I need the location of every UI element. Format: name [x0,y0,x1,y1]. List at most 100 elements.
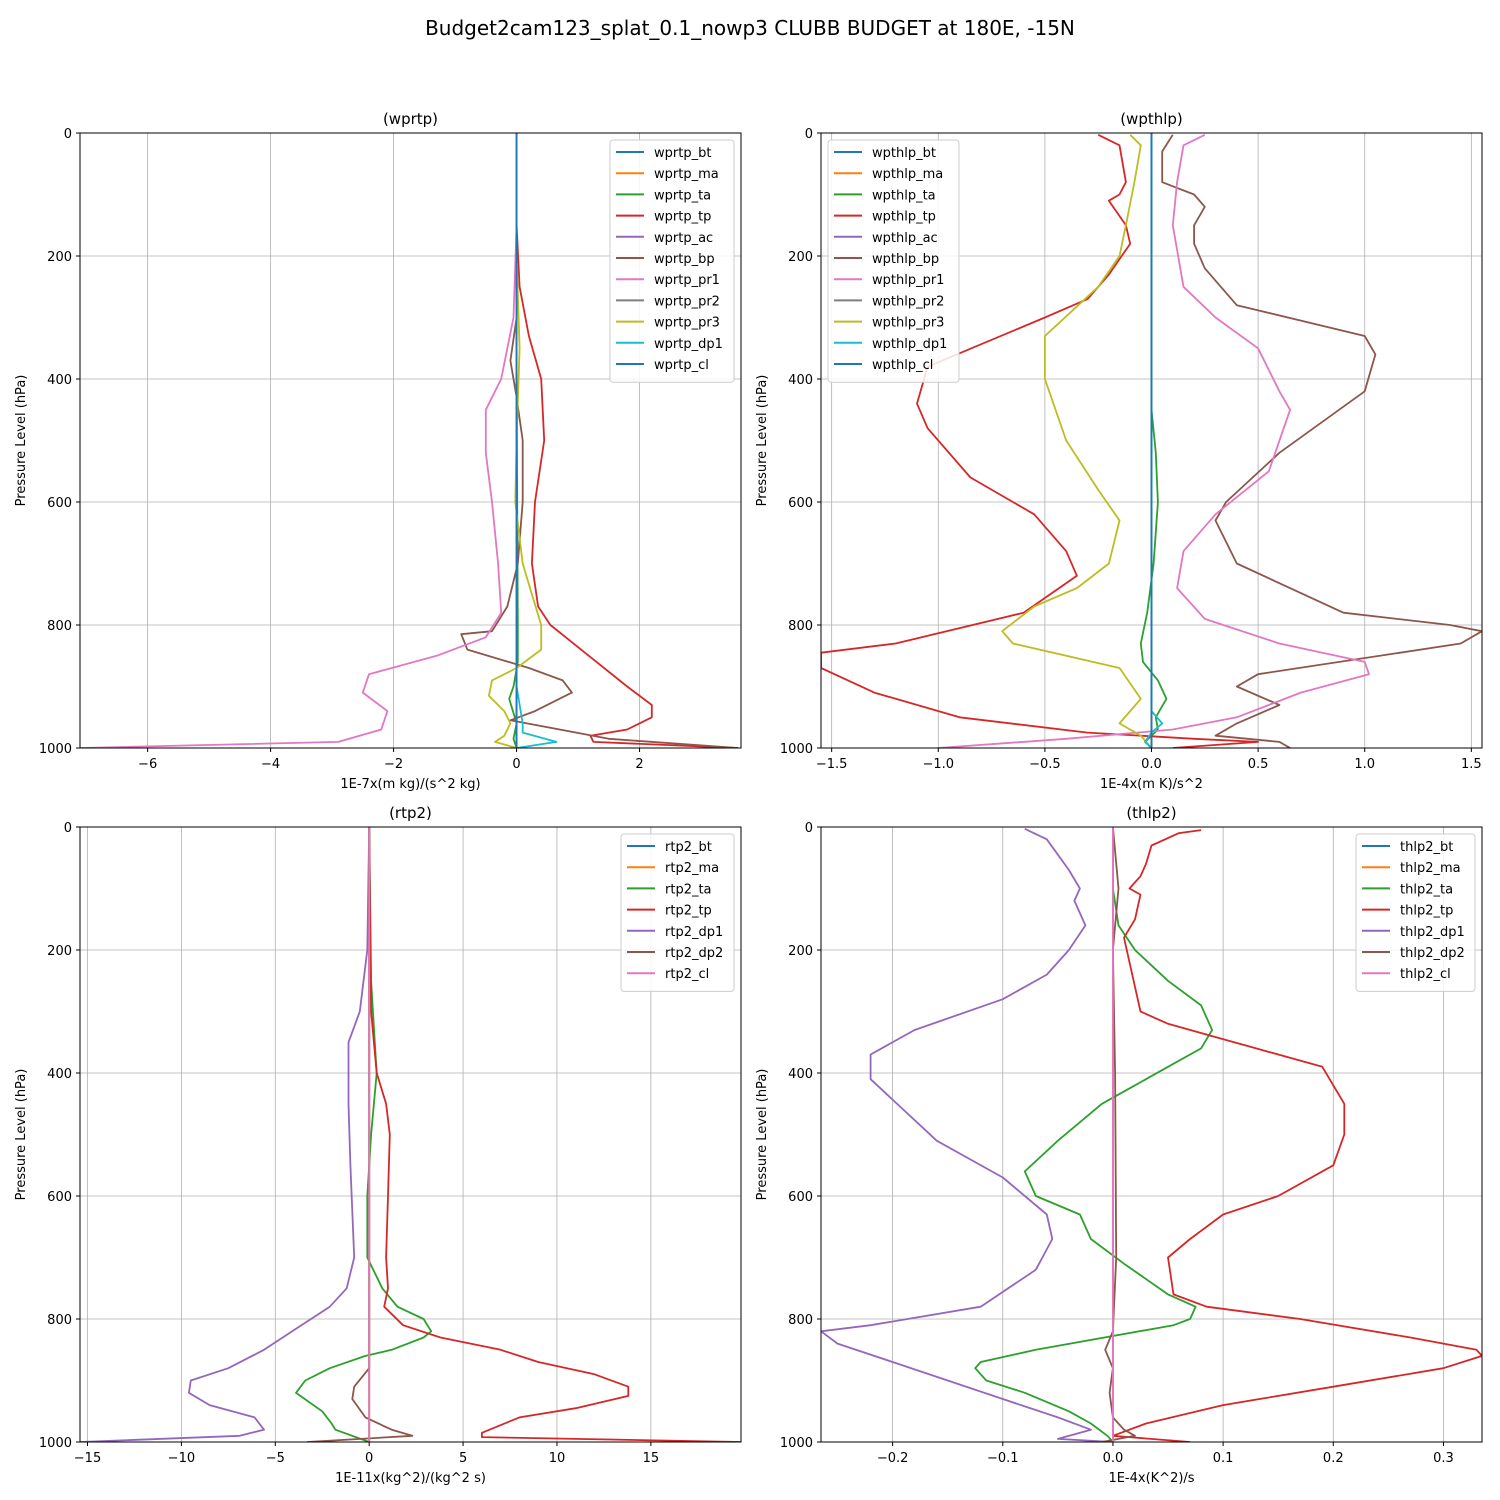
legend-label: thlp2_bt [1400,840,1453,855]
x-tick-label: −6 [138,757,157,772]
x-tick-label: 5 [459,1451,467,1466]
legend-label: rtp2_dp1 [665,925,723,940]
y-tick-label: 800 [788,1313,813,1328]
legend-label: rtp2_ma [665,861,719,876]
series-line-rtp2_tp [368,827,741,1442]
y-tick-label: 0 [64,821,72,836]
y-tick-label: 400 [788,1067,813,1082]
y-tick-label: 600 [47,1190,72,1205]
series-line-rtp2_dp2 [307,827,414,1442]
legend-label: wprtp_cl [654,358,709,373]
x-tick-label: 0 [512,757,520,772]
legend-label: wprtp_bt [654,146,711,161]
x-tick-label: −5 [266,1451,285,1466]
y-tick-label: 0 [805,821,813,836]
legend-label: rtp2_tp [665,904,712,919]
x-tick-label: −2 [384,757,403,772]
legend-label: wpthlp_ac [872,231,938,246]
series-line-wpthlp_ta [1139,133,1168,748]
y-tick-label: 200 [47,250,72,265]
series-line-wpthlp_pr1 [938,133,1370,748]
x-tick-label: 0.0 [1141,757,1162,772]
x-tick-label: 0.1 [1213,1451,1234,1466]
legend-label: thlp2_ma [1400,861,1461,876]
legend: rtp2_bt rtp2_ma rtp2_ta rtp2_tp rtp2_dp1 rtp2… [620,833,735,992]
legend-label: wpthlp_ma [872,167,943,182]
x-tick-label: −0.5 [1029,757,1061,772]
legend-label: rtp2_ta [665,882,712,897]
subplot-3: −15 −10 −5 0 5 10 15 0 200 400 600 800 1000 (rtp2) 1E-… [14,804,742,1486]
legend-label: wpthlp_bp [872,252,939,267]
legend-label: wpthlp_pr3 [872,316,944,331]
y-tick-label: 1000 [39,742,72,757]
series-line-wprtp_tp [515,225,738,748]
y-tick-label: 400 [47,1067,72,1082]
legend-label: wprtp_pr2 [654,294,720,309]
y-tick-label: 1000 [780,1436,813,1451]
x-tick-label: 1.5 [1461,757,1482,772]
y-tick-label: 400 [788,373,813,388]
legend-label: wpthlp_pr2 [872,294,944,309]
legend-label: wprtp_tp [654,210,711,225]
y-tick-label: 200 [47,944,72,959]
subplot-title: (rtp2) [389,804,432,822]
x-tick-label: −1.0 [922,757,954,772]
legend: wpthlp_bt wpthlp_ma wpthlp_ta wpthlp_tpwpth… [827,139,960,383]
x-axis-label: 1E-7x(m kg)/(s^2 kg) [340,777,480,792]
x-tick-label: −1.5 [816,757,848,772]
series-line-rtp2_dp1 [80,827,371,1442]
subplot-title: (wpthlp) [1120,110,1183,128]
series-line-thlp2_dp1 [821,827,1113,1442]
series-group [821,827,1482,1442]
y-tick-label: 800 [47,619,72,634]
legend-label: thlp2_tp [1400,904,1453,919]
x-axis-label: 1E-11x(kg^2)/(kg^2 s) [335,1471,486,1486]
legend-label: wpthlp_cl [872,358,933,373]
legend-label: wpthlp_bt [872,146,936,161]
series-line-rtp2_ta [295,827,433,1442]
y-axis-label: Pressure Level (hPa) [755,375,770,507]
x-tick-label: 0.0 [1103,1451,1124,1466]
subplot-title: (thlp2) [1126,804,1176,822]
x-axis-label: 1E-4x(K^2)/s [1108,1471,1194,1486]
subplot-1: −6 −4 −2 0 2 0 200 400 600 800 1000 (wprtp) 1E-7x(m … [14,110,742,792]
legend: wprtp_bt wprtp_ma wprtp_ta wprtp_tp wprtp_ac… [609,139,735,383]
plot-frame [820,826,1483,1443]
y-tick-label: 1000 [780,742,813,757]
x-tick-label: −15 [74,1451,101,1466]
legend-label: wpthlp_dp1 [872,337,947,352]
x-tick-label: −4 [261,757,280,772]
y-tick-label: 400 [47,373,72,388]
legend-label: wprtp_ma [654,167,719,182]
legend-label: wprtp_pr1 [654,273,720,288]
legend-label: wpthlp_tp [872,210,936,225]
x-tick-label: −0.2 [877,1451,909,1466]
plot-frame [79,132,742,749]
y-tick-label: 1000 [39,1436,72,1451]
y-tick-label: 0 [805,127,813,142]
y-tick-label: 200 [788,944,813,959]
legend-label: rtp2_dp2 [665,946,723,961]
subplot-4: −0.2 −0.1 0.0 0.1 0.2 0.3 0 200 400 600 800 1000 (th… [755,804,1483,1486]
legend-label: thlp2_dp1 [1400,925,1465,940]
plot-frame [79,826,742,1443]
legend-label: wprtp_pr3 [654,316,720,331]
figure-title: Budget2cam123_splat_0.1_nowp3 CLUBB BUDG… [425,16,1075,40]
legend-label: thlp2_cl [1400,967,1451,982]
legend-label: wprtp_ta [654,188,711,203]
series-line-wprtp_pr1 [80,225,518,748]
x-tick-label: −0.1 [987,1451,1019,1466]
y-tick-label: 600 [788,496,813,511]
series-line-thlp2_ta [974,827,1213,1442]
x-tick-label: 2 [635,757,643,772]
legend-label: wpthlp_ta [872,188,936,203]
subplot-2: −1.5 −1.0 −0.5 0.0 0.5 1.0 1.5 0 200 400 600 800 100… [755,110,1483,792]
x-tick-label: 10 [549,1451,566,1466]
x-tick-label: 0.5 [1248,757,1269,772]
legend-label: wprtp_bp [654,252,715,267]
series-line-wpthlp_pr3 [1001,134,1153,748]
series-line-wpthlp_bp [1161,134,1482,748]
series-group [821,133,1482,748]
x-tick-label: 15 [643,1451,660,1466]
